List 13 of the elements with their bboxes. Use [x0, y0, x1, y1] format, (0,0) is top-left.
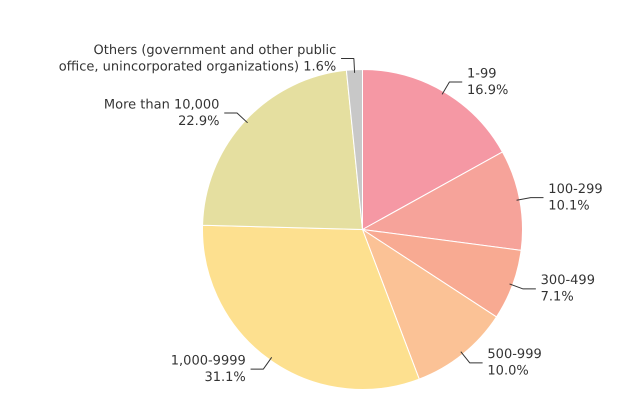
slice-label: 500-999: [487, 347, 542, 362]
slice-label: 100-299: [548, 182, 603, 197]
data-label: 16.9%: [467, 82, 508, 98]
data-label: 10.0%: [487, 364, 529, 379]
slice-label: 1-99: [467, 66, 497, 82]
slice-label: 300-499: [540, 273, 595, 288]
data-label: 31.1%: [204, 370, 246, 385]
data-label: 7.1%: [540, 290, 574, 305]
slice-label: More than 10,000: [104, 97, 220, 112]
data-label: 10.1%: [548, 198, 590, 214]
slice-label: 1,000-9999: [170, 353, 246, 368]
slice-label: Others (government and other public office, unincorporated organizations) 1.6%: [58, 42, 336, 74]
data-label: 22.9%: [178, 114, 220, 129]
